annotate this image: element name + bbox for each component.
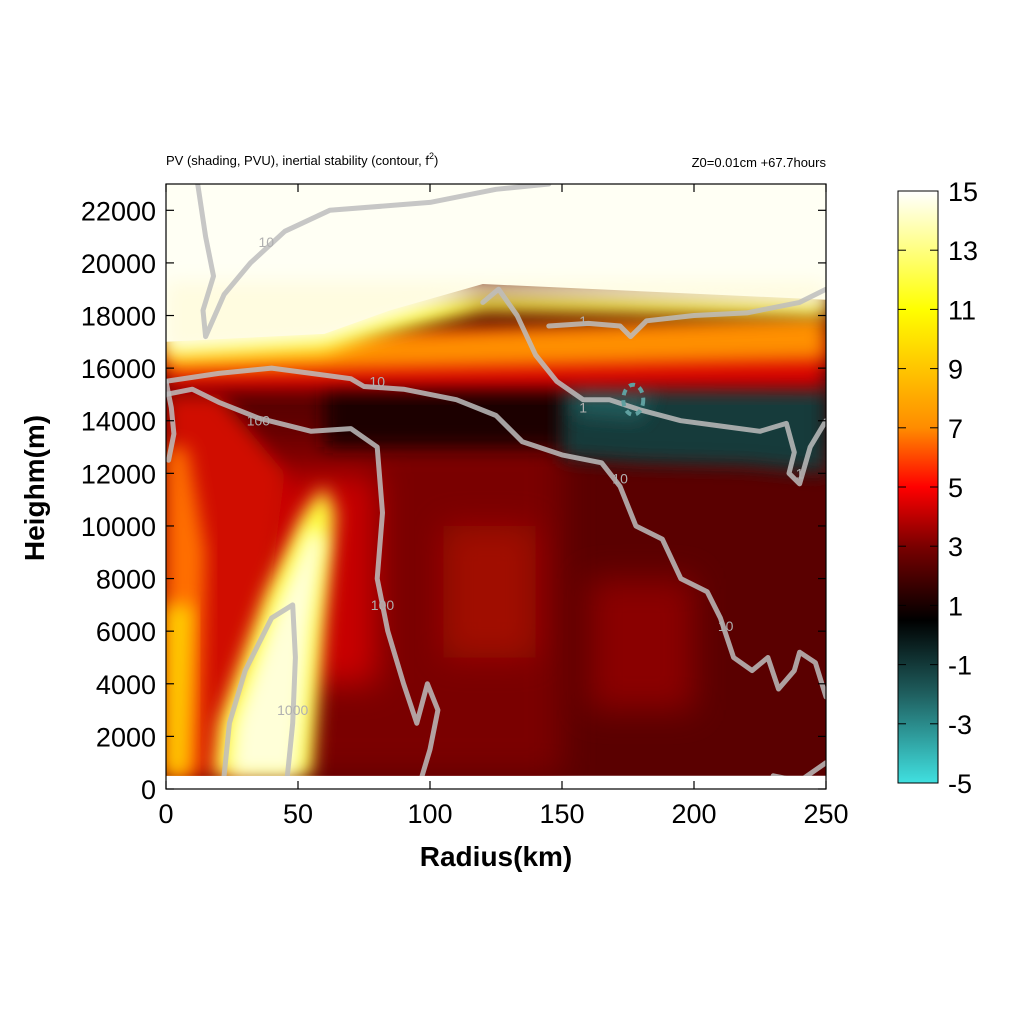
contour-label-100-1: 100 [371, 597, 395, 613]
y-axis-title: Heighm(m) [19, 415, 50, 561]
contour-line-level-10-bottom [770, 760, 826, 776]
shade-red-right [588, 578, 694, 711]
colorbar-tick-label-5: 5 [948, 473, 963, 503]
contour-line-level-10-a [195, 184, 552, 340]
x-tick-label-250: 250 [803, 799, 848, 829]
contour-label-1-0: 1 [579, 313, 587, 329]
colorbar-ticks: 15 13 11 9 7 5 3 1 -1 -3 -5 [898, 177, 978, 799]
colorbar-tick-label-7: 7 [948, 414, 963, 444]
y-tick-label-2000: 2000 [96, 722, 156, 752]
x-axis-title: Radius(km) [420, 841, 572, 872]
y-tick-label-12000: 12000 [81, 459, 156, 489]
contour-label-10-1: 10 [369, 373, 385, 389]
pv-heatmap [166, 184, 826, 776]
colorbar-tick-label-1: 1 [948, 591, 963, 621]
contour-label-1-2: 1 [796, 465, 804, 481]
shade-red-mid [443, 526, 536, 658]
y-tick-label-22000: 22000 [81, 196, 156, 226]
x-tick-label-150: 150 [539, 799, 584, 829]
x-tick-label-200: 200 [671, 799, 716, 829]
colorbar-tick-label--1: -1 [948, 651, 972, 681]
y-tick-label-6000: 6000 [96, 617, 156, 647]
contour-line-level-1-a [480, 286, 826, 487]
colorbar-tick-label--5: -5 [948, 769, 972, 799]
x-tick-label-50: 50 [283, 799, 313, 829]
x-axis-ticks: 0 50 100 150 200 250 [158, 184, 849, 829]
y-tick-label-20000: 20000 [81, 249, 156, 279]
colorbar-tick-label-11: 11 [948, 295, 976, 325]
inertial-stability-contours [166, 184, 826, 776]
contour-label-10-0: 10 [259, 234, 275, 250]
contour-line-level-10-b [166, 365, 826, 700]
y-tick-label-10000: 10000 [81, 512, 156, 542]
y-tick-label-14000: 14000 [81, 407, 156, 437]
contour-label-10-3: 10 [718, 618, 734, 634]
x-tick-label-100: 100 [407, 799, 452, 829]
shade-yellow-left [166, 604, 193, 776]
shade-core-white [229, 526, 325, 776]
contour-line-level-100-inner [166, 386, 441, 776]
contour-label-1000-0: 1000 [277, 702, 308, 718]
plot-frame [165, 183, 827, 790]
colorbar-tick-label-13: 13 [948, 236, 978, 266]
contour-label-100-0: 100 [247, 413, 271, 429]
colorbar-tick-label--3: -3 [948, 710, 972, 740]
contour-labels: 1 1 1 10 10 10 10 100 100 1000 [247, 234, 804, 718]
chart-title-left: PV (shading, PVU), inertial stability (c… [166, 151, 438, 168]
x-tick-label-0: 0 [158, 799, 173, 829]
contour-line-level-1-b [546, 286, 826, 340]
colorbar-tick-label-9: 9 [948, 355, 963, 385]
y-axis-ticks: 0 2000 4000 6000 8000 10000 12000 14000 16000 180… [81, 196, 826, 805]
y-tick-label-0: 0 [141, 775, 156, 805]
colorbar-tick-label-15: 15 [948, 177, 978, 207]
colorbar-tick-label-3: 3 [948, 532, 963, 562]
contour-label-10-2: 10 [612, 471, 628, 487]
contour-line-level-1000 [221, 602, 298, 776]
y-tick-label-18000: 18000 [81, 302, 156, 332]
y-tick-label-4000: 4000 [96, 670, 156, 700]
contour-negative-closed [621, 382, 646, 417]
contour-label-1-1: 1 [579, 400, 587, 416]
shade-stratosphere-edge [166, 281, 826, 353]
y-tick-label-8000: 8000 [96, 565, 156, 595]
y-tick-label-16000: 16000 [81, 354, 156, 384]
chart-title-right: Z0=0.01cm +67.7hours [692, 155, 827, 170]
shade-tropopause-orange [166, 315, 826, 374]
